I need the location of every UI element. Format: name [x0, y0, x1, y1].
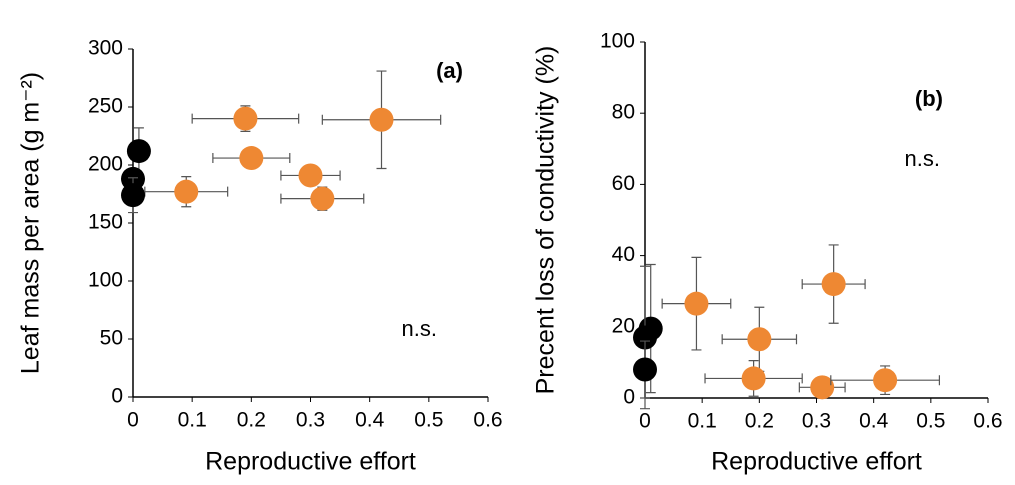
- point: [298, 163, 323, 188]
- x-tick-label: 0.6: [473, 409, 502, 432]
- x-tick-label: 0.2: [237, 409, 266, 432]
- y-axis-label: Precent loss of conductivity (%): [532, 46, 560, 395]
- point: [810, 375, 835, 400]
- x-tick-label: 0: [127, 409, 139, 432]
- point: [684, 291, 709, 316]
- y-axis-label: Leaf mass per area (g m⁻²): [17, 72, 45, 374]
- point: [633, 325, 657, 350]
- x-tick-label: 0.4: [355, 409, 385, 432]
- x-tick-label: 0.6: [973, 410, 1002, 433]
- point: [821, 272, 846, 297]
- y-tick-label: 20: [612, 314, 635, 337]
- x-axis-label: Reproductive effort: [205, 448, 416, 476]
- x-tick-label: 0.4: [859, 410, 889, 433]
- y-tick-label: 50: [100, 327, 123, 350]
- y-tick-label: 250: [88, 95, 123, 118]
- x-axis-label: Reproductive effort: [711, 448, 922, 476]
- x-tick-label: 0.3: [296, 409, 325, 432]
- y-tick-label: 100: [600, 30, 635, 53]
- x-tick-label: 0.3: [802, 410, 831, 433]
- x-tick-label: 0.5: [916, 410, 945, 433]
- point: [121, 183, 145, 208]
- point: [239, 146, 264, 171]
- x-tick-label: 0: [639, 410, 651, 433]
- y-tick-label: 150: [88, 211, 123, 234]
- y-tick-label: 300: [88, 37, 123, 60]
- annotation: n.s.: [402, 316, 437, 341]
- y-tick-label: 0: [111, 385, 123, 408]
- point: [174, 179, 199, 204]
- x-tick-label: 0.1: [688, 410, 717, 433]
- panel-label: (b): [915, 86, 943, 111]
- point: [741, 366, 766, 391]
- y-tick-label: 200: [88, 153, 123, 176]
- annotation: n.s.: [905, 146, 940, 171]
- point: [233, 106, 258, 131]
- y-tick-label: 100: [88, 269, 123, 292]
- point: [310, 186, 335, 211]
- point: [369, 107, 394, 132]
- point: [747, 327, 772, 352]
- panel-label: (a): [436, 58, 463, 83]
- y-tick-label: 40: [612, 243, 635, 266]
- x-tick-label: 0.2: [745, 410, 774, 433]
- y-tick-label: 80: [612, 101, 635, 124]
- point: [126, 139, 151, 164]
- x-tick-label: 0.5: [414, 409, 443, 432]
- point: [873, 368, 898, 393]
- x-tick-label: 0.1: [178, 409, 207, 432]
- y-tick-label: 0: [623, 386, 635, 409]
- point: [633, 357, 657, 382]
- y-tick-label: 60: [612, 172, 635, 195]
